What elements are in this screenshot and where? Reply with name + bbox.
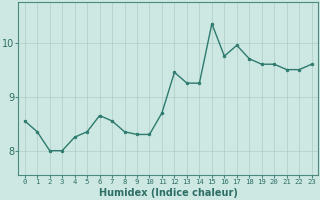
X-axis label: Humidex (Indice chaleur): Humidex (Indice chaleur) bbox=[99, 188, 238, 198]
